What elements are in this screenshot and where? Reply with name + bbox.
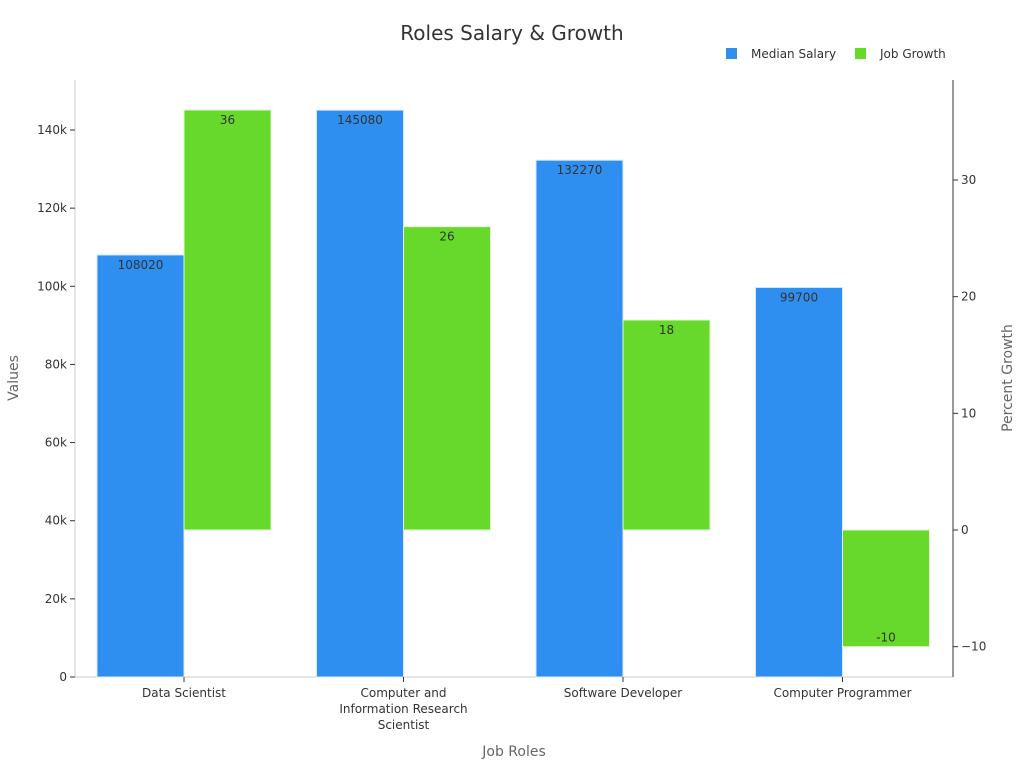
y2-tick-label: −10 — [961, 640, 986, 654]
y-axis-title: Values — [6, 355, 22, 401]
data-label-median-salary: 99700 — [780, 290, 818, 304]
data-label-median-salary: 145080 — [337, 113, 383, 127]
bar-job-growth[interactable] — [622, 319, 711, 531]
data-label-job-growth: -10 — [876, 631, 896, 645]
chart-title: Roles Salary & Growth — [400, 21, 623, 45]
legend-swatch-median-salary — [726, 48, 737, 59]
bar-median-salary[interactable] — [96, 254, 185, 678]
data-label-job-growth: 18 — [659, 323, 674, 337]
data-label-median-salary: 108020 — [118, 258, 164, 272]
y-tick-label: 80k — [45, 357, 67, 371]
legend-swatch-job-growth — [855, 48, 866, 59]
y-tick-label: 0 — [59, 670, 67, 684]
x-tick-label: Data Scientist — [142, 686, 226, 700]
x-tick-label: Scientist — [378, 718, 430, 732]
y-tick-label: 20k — [45, 592, 67, 606]
bar-median-salary[interactable] — [316, 109, 404, 678]
y2-axis-title: Percent Growth — [1000, 324, 1016, 432]
bar-job-growth[interactable] — [842, 529, 930, 648]
bar-median-salary[interactable] — [755, 286, 843, 678]
bar-job-growth[interactable] — [183, 109, 272, 531]
y-tick-label: 120k — [37, 201, 67, 215]
y2-tick-label: 0 — [961, 523, 969, 537]
y2-tick-label: 20 — [961, 290, 976, 304]
data-label-job-growth: 36 — [220, 113, 235, 127]
y2-tick-label: 10 — [961, 406, 976, 420]
y-tick-label: 100k — [37, 279, 67, 293]
data-label-job-growth: 26 — [439, 230, 454, 244]
x-tick-label: Computer Programmer — [773, 686, 911, 700]
y-tick-label: 60k — [45, 436, 67, 450]
x-axis-title: Job Roles — [481, 744, 546, 760]
data-label-median-salary: 132270 — [557, 163, 603, 177]
x-tick-label: Information Research — [339, 702, 467, 716]
y2-tick-label: 30 — [961, 173, 976, 187]
x-tick-label: Software Developer — [564, 686, 682, 700]
legend-label-job-growth: Job Growth — [879, 47, 946, 61]
bar-job-growth[interactable] — [403, 226, 491, 531]
legend-label-median-salary: Median Salary — [751, 47, 836, 61]
y-tick-label: 140k — [37, 123, 67, 137]
x-tick-label: Computer and — [360, 686, 446, 700]
y-tick-label: 40k — [45, 514, 67, 528]
bar-median-salary[interactable] — [535, 159, 624, 678]
